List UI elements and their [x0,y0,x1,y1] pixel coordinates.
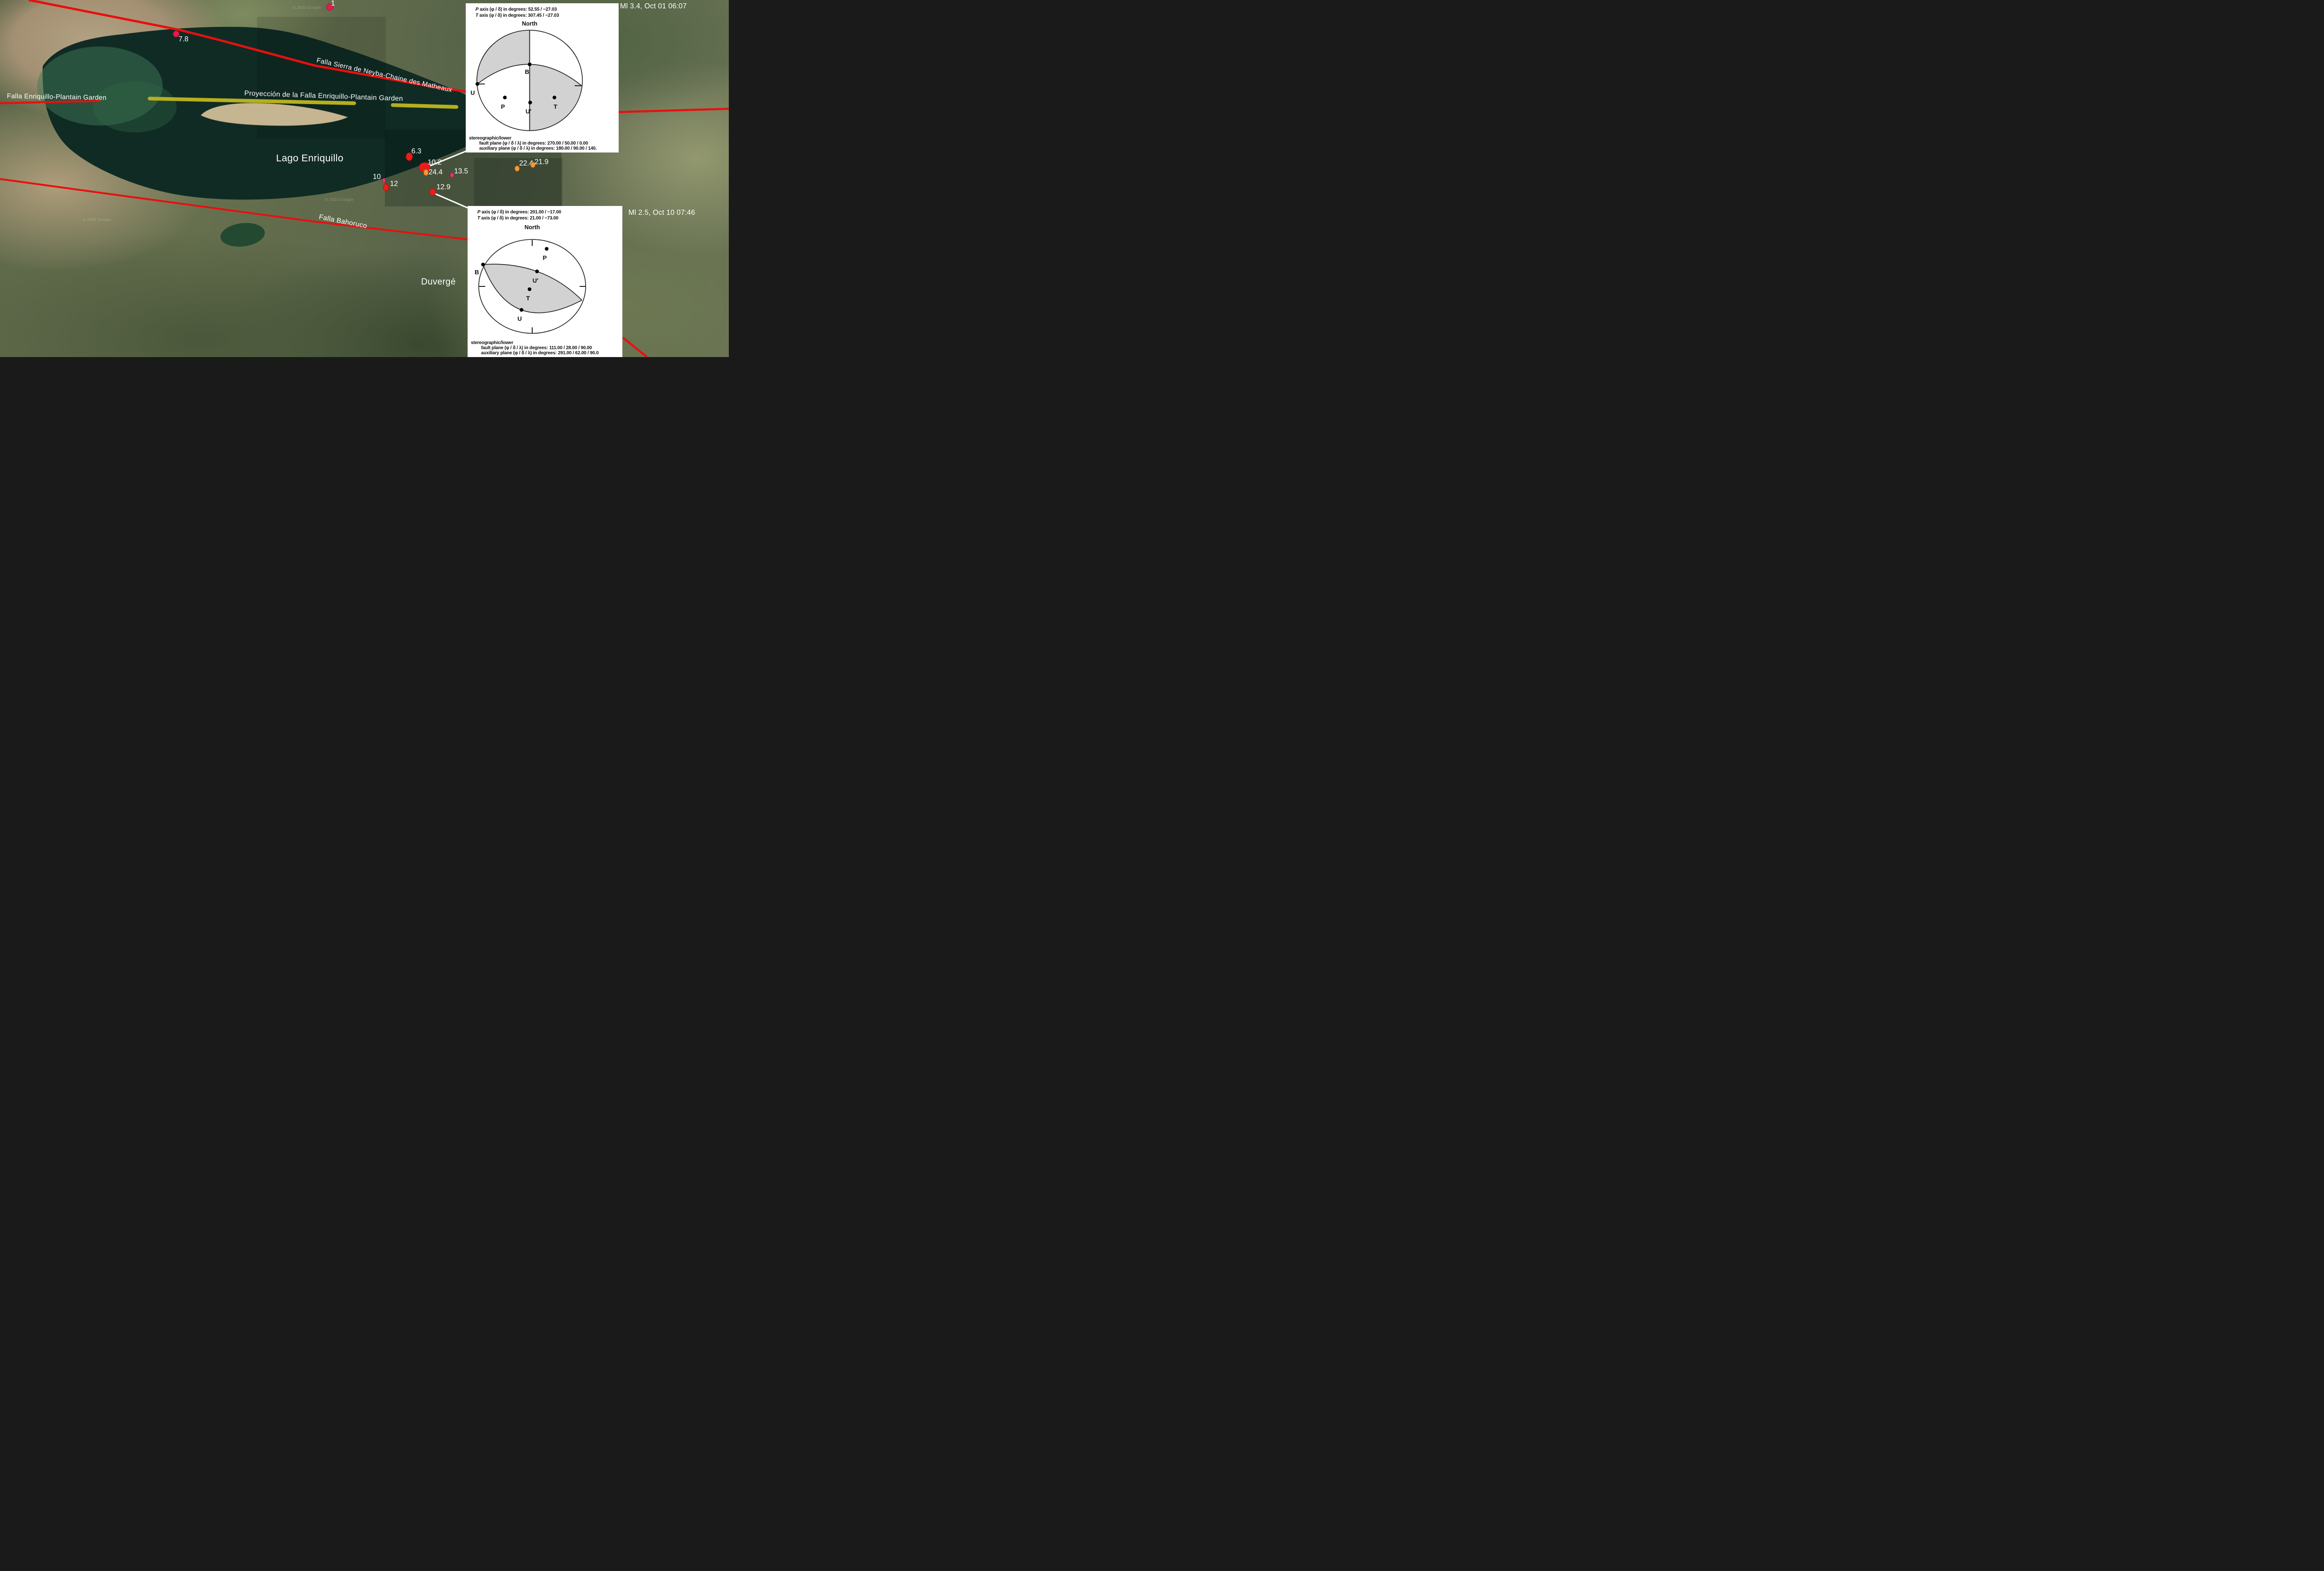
north-label: North [524,224,540,231]
epicenter-depth-label: 7.8 [178,35,189,43]
axis-label-P: P [501,103,505,110]
lake-shallow-green [93,81,177,133]
focal-mechanism-panel-bottom: P axis (φ / δ) in degrees: 201.00 / −17.… [468,206,622,357]
axis-label-B: B [525,68,529,75]
axis-label-Uprime: U′ [533,277,539,284]
focal-mechanism-panel-top: P axis (φ / δ) in degrees: 52.55 / −27.0… [466,3,619,152]
axis-label-T: T [554,103,557,110]
fault-line-sierra-neyba [28,0,467,93]
epicenter-depth-label: 10.2 [428,159,442,166]
beachball-diagram-top: North U B U′ P T [470,20,583,131]
epicenter-marker [383,184,389,191]
epicenter-depth-label: 13.5 [454,167,469,175]
axes-text: P axis (φ / δ) in degrees: 52.55 / −27.0… [475,7,559,19]
epicenter-depth-label: 22.4 [519,159,534,167]
epicenter-marker [514,165,520,172]
axis-point-Uprime [528,100,532,105]
lake-shallow-green [37,46,163,126]
map-attribution: © 2023 Google [293,6,321,10]
shaded-quadrant [477,30,530,84]
epicenter-depth-label: 24.4 [429,168,443,176]
epicenter-marker [429,188,436,196]
axis-label-B: B [475,269,479,276]
fault-plane-line: fault plane (φ / δ / λ) in degrees: 111.… [481,345,592,351]
epicenter-depth-label: 21.9 [535,158,549,166]
axis-point-T [528,287,532,292]
epicenter-layer: 1 7.8 6.3 10.2 24.4 13.5 10 12 12.9 22.4 21.9 [0,0,729,357]
callout-line-bottom [433,192,475,212]
projection-line-segment [148,97,356,105]
axes-text: P axis (φ / δ) in degrees: 201.00 / −17.… [477,209,561,221]
epicenter-depth-label: 12.9 [436,183,451,191]
projection-label: stereographic/lower [471,340,514,345]
t-axis-line: T axis (φ / δ) in degrees: 307.45 / −27.… [475,13,559,18]
shaded-lens [483,264,582,313]
epicenter-depth-label: 12 [390,180,398,188]
epicenter-marker [449,172,454,178]
axis-point-B [528,62,532,66]
lake-name-label: Lago Enriquillo [276,153,343,164]
axis-point-Uprime [535,269,539,273]
epicenter-marker [326,3,333,11]
auxiliary-plane-line: auxiliary plane (φ / δ / λ) in degrees: … [481,351,599,356]
p-axis-line: P axis (φ / δ) in degrees: 201.00 / −17.… [477,210,561,215]
event-label-ml25: Ml 2.5, Oct 10 07:46 [628,209,695,217]
projection-label: stereographic/lower [469,136,512,141]
axis-point-B [481,263,485,266]
small-lake [220,223,265,247]
island [200,103,348,126]
epicenter-marker [423,169,429,176]
fault-line-southeast [622,337,648,357]
fault-line-enriquillo-pg [0,99,101,105]
epicenter-marker [530,161,535,168]
beachball-diagram-bottom: North B U′ T U P [475,224,586,334]
map-attribution: © 2023 Google [83,218,111,222]
axis-label-Uprime: U′ [526,108,532,115]
fault-line-bahoruco [0,178,468,240]
axis-point-U [475,82,480,86]
north-label: North [522,20,537,27]
auxiliary-plane-line: auxiliary plane (φ / δ / λ) in degrees: … [479,146,597,151]
p-axis-line: P axis (φ / δ) in degrees: 52.55 / −27.0… [475,7,557,12]
epicenter-marker [173,31,179,37]
epicenter-marker [382,178,386,183]
axis-label-U: U [517,315,522,322]
projection-line-segment [391,103,458,109]
satellite-map[interactable]: © 2023 Google © 2023 Google © 2023 Googl… [0,0,729,357]
epicenter-marker [405,152,413,161]
axis-label-P: P [543,254,547,261]
town-name-label: Duvergé [421,277,456,287]
plane-parameters-text: stereographic/lower fault plane (φ / δ /… [469,136,619,151]
epicenter-depth-label: 10 [373,173,381,181]
axis-label-T: T [526,295,530,302]
t-axis-line: T axis (φ / δ) in degrees: 21.00 / −73.0… [477,216,559,221]
fault-line-sierra-neyba-east [618,107,729,113]
epicenter-depth-label: 6.3 [411,147,422,155]
axis-point-P [503,95,507,99]
map-attribution: © 2023 Google [325,198,354,202]
axis-point-U [520,308,523,312]
axis-label-U: U [470,89,475,96]
axis-point-T [552,95,556,99]
fault-plane-line: fault plane (φ / δ / λ) in degrees: 270.… [479,141,588,146]
event-label-ml34: Ml 3.4, Oct 01 06:07 [620,2,687,10]
plane-parameters-text: stereographic/lower fault plane (φ / δ /… [471,340,622,356]
epicenter-depth-label: 1 [331,0,335,7]
axis-point-P [545,247,549,251]
